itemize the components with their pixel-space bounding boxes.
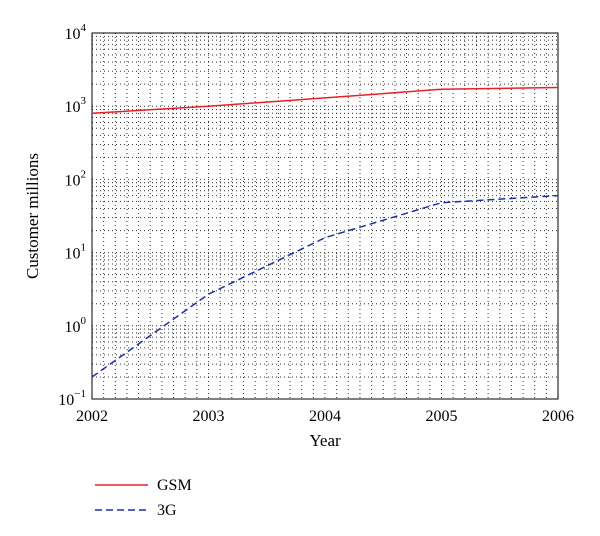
series-layer: [91, 86, 559, 378]
y-tick-label: 100: [65, 315, 87, 336]
x-tick-label: 2005: [426, 408, 458, 425]
y-axis-label: Customer millions: [23, 153, 42, 279]
y-tick-label: 10−1: [58, 388, 86, 409]
y-tick-label: 101: [65, 242, 87, 263]
plot-frame: [91, 32, 559, 400]
y-tick-label: 104: [65, 22, 87, 43]
y-tick-labels: 10−1 100 101 102 103 104: [58, 22, 86, 409]
grid: [92, 33, 558, 399]
x-tick-label: 2003: [193, 408, 225, 425]
legend-label-gsm: GSM: [157, 477, 192, 494]
x-axis-label: Year: [309, 431, 341, 450]
legend-label-3g: 3G: [157, 502, 177, 519]
y-tick-label: 103: [65, 95, 87, 116]
series-line-gsm: [91, 86, 559, 115]
x-tick-labels: 2002 2003 2004 2005 2006: [76, 408, 574, 425]
legend: GSM 3G: [95, 477, 192, 519]
x-tick-label: 2004: [309, 408, 341, 425]
series-line-3g: [91, 194, 559, 378]
x-tick-label: 2006: [542, 408, 574, 425]
x-tick-label: 2002: [76, 408, 108, 425]
y-tick-label: 102: [65, 168, 87, 189]
